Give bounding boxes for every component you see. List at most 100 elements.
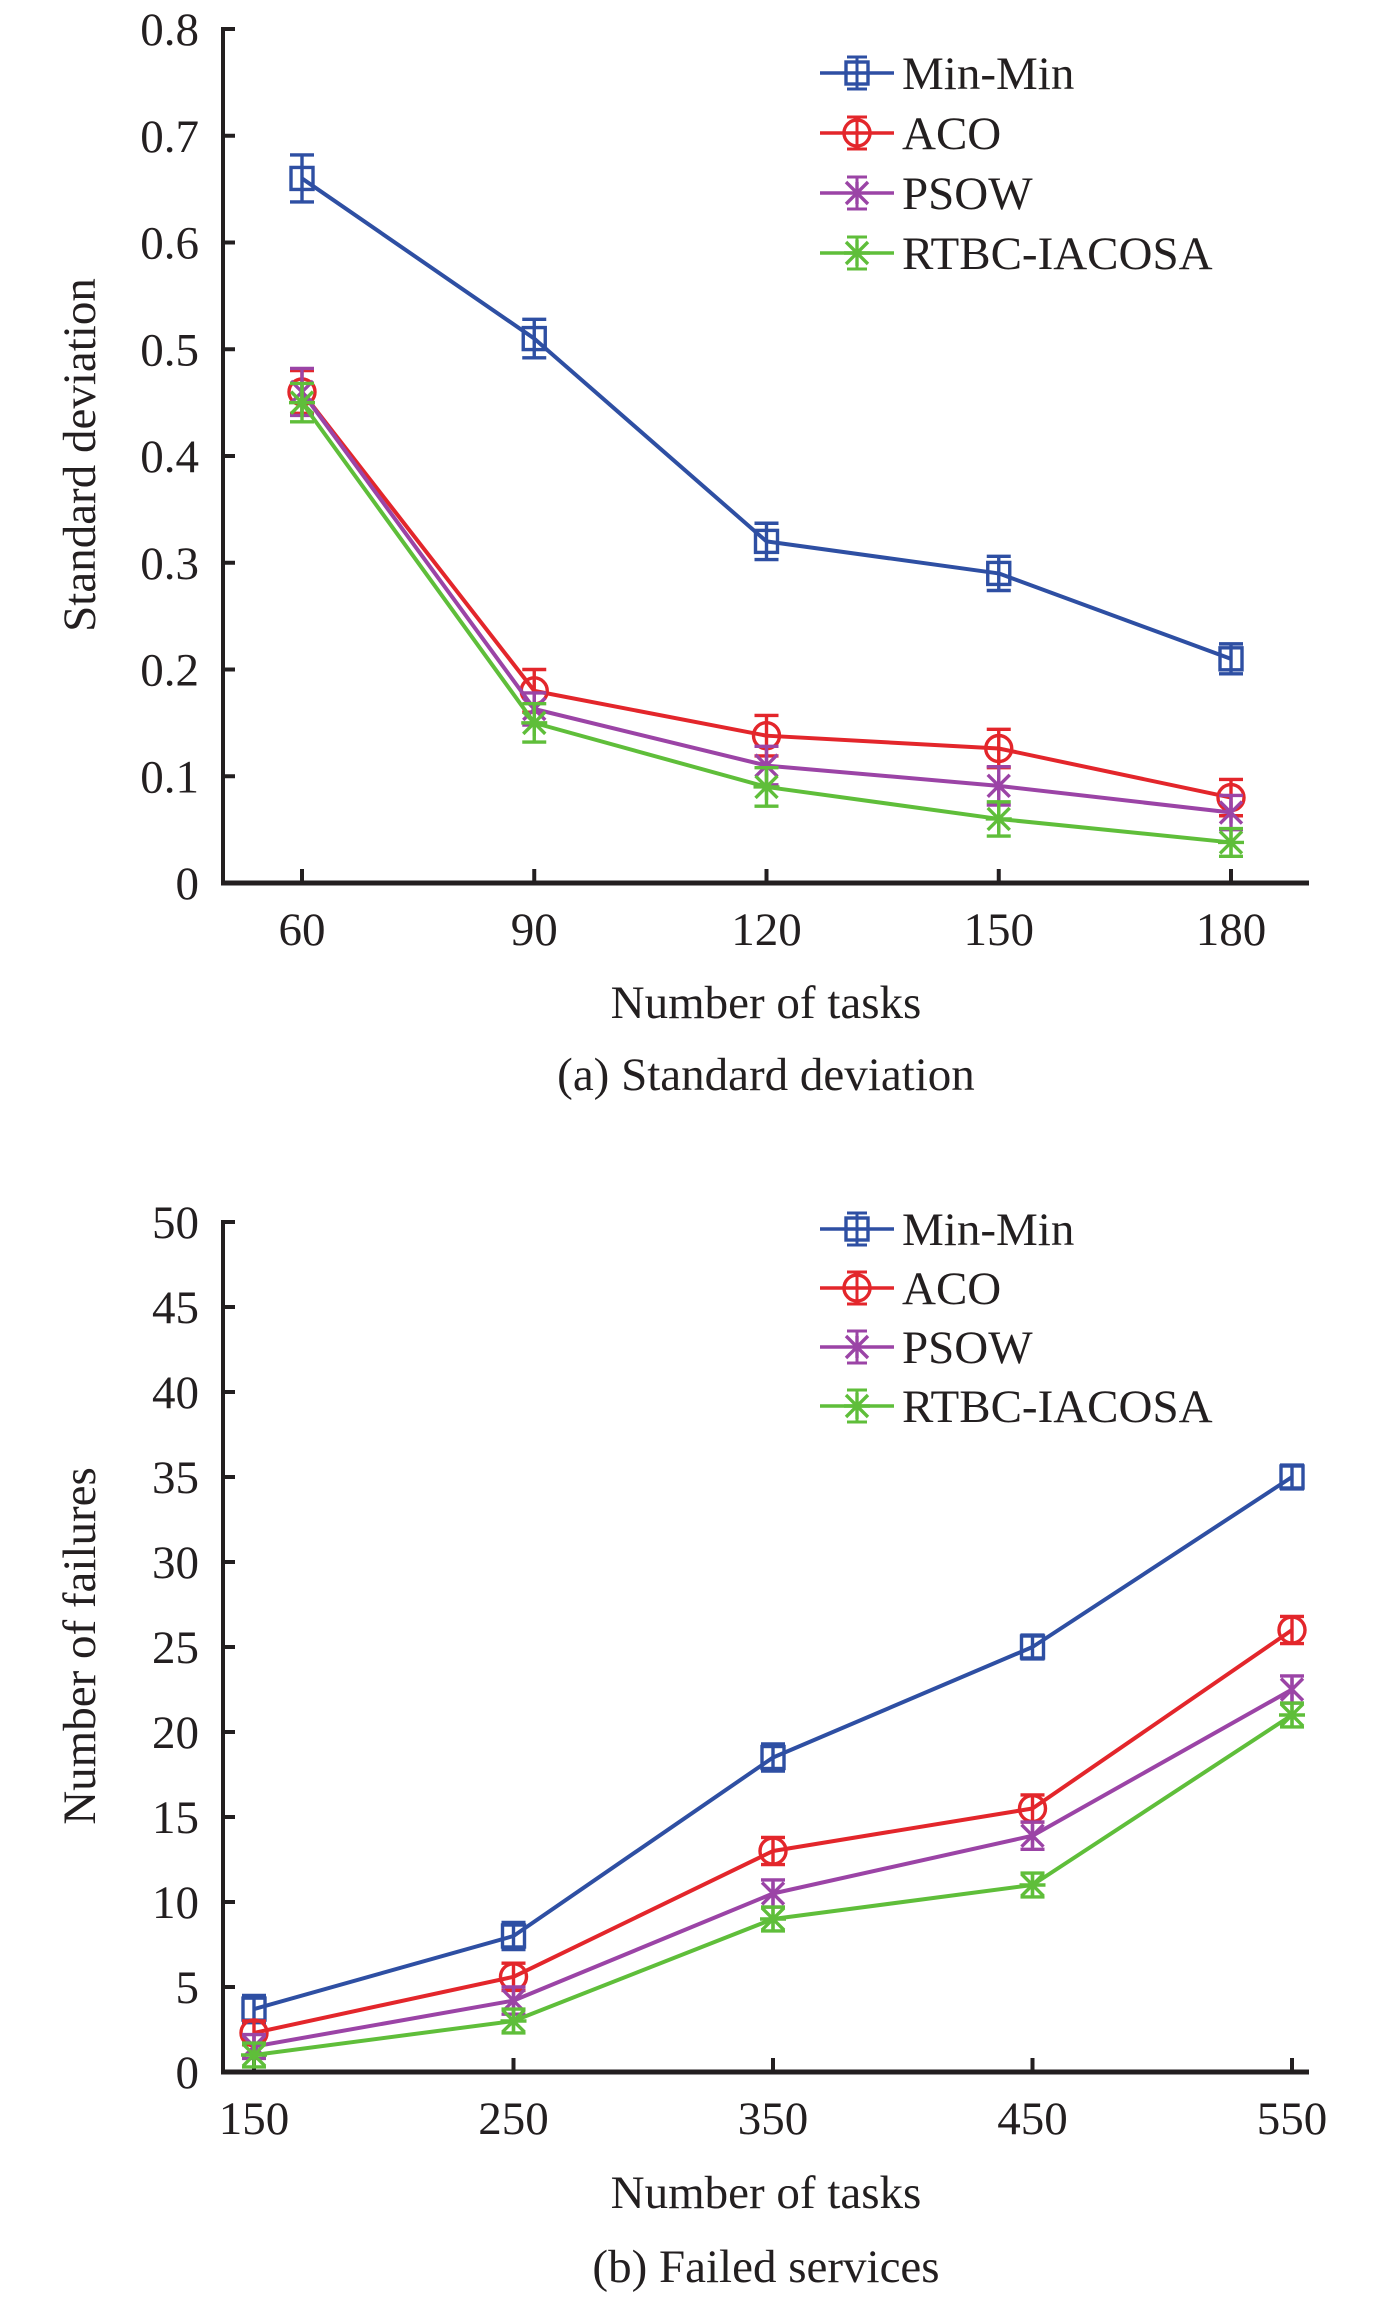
legend-label: Min-Min: [902, 1204, 1074, 1256]
data-point: [521, 325, 547, 352]
figure-caption: (b) Failed services: [592, 2241, 939, 2293]
series-rtbc-iacosa: [241, 1701, 1305, 2069]
data-point: [985, 805, 1012, 832]
data-point: [986, 773, 1011, 799]
legend-marker: [842, 1273, 872, 1303]
legend-label: ACO: [902, 1263, 1001, 1315]
y-tick-label: 10: [152, 1877, 199, 1929]
legend-marker: [844, 1393, 870, 1419]
data-point: [760, 1744, 786, 1771]
legend-label: RTBC-IACOSA: [902, 1381, 1213, 1433]
y-tick-label: 20: [152, 1707, 199, 1759]
y-tick-label: 5: [176, 1962, 200, 2014]
legend-label: Min-Min: [902, 48, 1074, 100]
data-point: [1279, 1702, 1305, 1728]
chart-failed-services: 0 5 10 15 20 25 30 35 40 45 50 150 250 350 450 550 Min-M…: [54, 1197, 1327, 2293]
data-point: [758, 1836, 788, 1866]
y-tick-label: 0: [176, 2047, 200, 2099]
data-point: [753, 773, 780, 800]
y-tick-label: 0.8: [140, 4, 199, 56]
y-tick-label: 25: [152, 1622, 199, 1674]
error-bar: [522, 317, 547, 360]
data-point: [1279, 1677, 1305, 1702]
legend-item: ACO: [820, 1263, 1001, 1315]
data-point: [1218, 829, 1244, 856]
data-point: [1218, 646, 1244, 672]
x-tick-label: 150: [219, 2093, 290, 2145]
legend-item: PSOW: [820, 1322, 1033, 1374]
plot-area: 0 5 10 15 20 25 30 35 40 45 50 150 250 350 450 550 Min-M…: [152, 1197, 1327, 2145]
y-tick-label: 35: [152, 1452, 199, 1504]
data-point: [521, 709, 548, 736]
data-point: [1020, 1823, 1045, 1848]
data-point: [500, 1923, 527, 1949]
axes: 0 5 10 15 20 25 30 35 40 45 50 150 250 350 450 550: [152, 1197, 1327, 2145]
legend-marker: [844, 1216, 870, 1242]
y-tick-label: 0.3: [140, 538, 199, 590]
legend-label: ACO: [902, 108, 1001, 160]
x-axis-title: Number of tasks: [611, 2167, 922, 2219]
x-tick-label: 350: [738, 2093, 809, 2145]
series-aco: [239, 1614, 1307, 2048]
legend-item: RTBC-IACOSA: [820, 1381, 1213, 1433]
y-tick-label: 0: [176, 858, 200, 910]
plot-area: 0 0.1 0.2 0.3 0.4 0.5 0.6 0.7 0.8 60 90 120 150 180 Mi…: [140, 4, 1309, 956]
figure-caption: (a) Standard deviation: [557, 1049, 975, 1101]
legend: Min-Min ACO PSOW RTBC-IACOSA: [820, 48, 1213, 280]
data-point: [1019, 1872, 1046, 1898]
x-axis-title: Number of tasks: [611, 977, 922, 1029]
series-rtbc-iacosa: [289, 381, 1244, 859]
error-bar: [1280, 1463, 1304, 1491]
legend-item: ACO: [820, 108, 1001, 160]
y-tick-label: 40: [152, 1367, 199, 1419]
x-tick-label: 180: [1196, 904, 1267, 956]
series-line: [253, 1628, 1294, 2035]
data-point: [760, 1881, 786, 1906]
legend-item: PSOW: [820, 168, 1033, 220]
data-point: [289, 389, 315, 416]
y-tick-label: 30: [152, 1537, 199, 1589]
y-tick-label: 45: [152, 1282, 199, 1334]
y-tick-label: 15: [152, 1792, 199, 1844]
data-point: [984, 733, 1014, 764]
x-tick-label: 550: [1257, 2093, 1328, 2145]
x-tick-label: 250: [478, 2093, 549, 2145]
legend-marker: [844, 180, 870, 206]
chart-standard-deviation: 0 0.1 0.2 0.3 0.4 0.5 0.6 0.7 0.8 60 90 120 150 180 Mi…: [54, 4, 1309, 1101]
legend-marker: [844, 240, 870, 266]
y-tick-label: 0.4: [140, 431, 199, 483]
x-tick-label: 450: [997, 2093, 1068, 2145]
data-point: [1277, 1615, 1307, 1645]
data-point: [760, 1906, 786, 1932]
legend-item: Min-Min: [820, 48, 1074, 100]
error-bar: [761, 1742, 785, 1773]
legend-item: Min-Min: [820, 1204, 1074, 1256]
y-axis-title: Standard deviation: [54, 278, 106, 632]
y-tick-label: 0.7: [140, 111, 199, 163]
series-min-min: [289, 153, 1244, 676]
y-tick-label: 0.1: [140, 751, 199, 803]
y-axis-title: Number of failures: [54, 1467, 106, 1825]
error-bar: [1020, 1633, 1045, 1661]
legend-marker: [844, 60, 870, 86]
data-point: [1218, 800, 1244, 825]
legend-label: RTBC-IACOSA: [902, 228, 1213, 280]
data-point: [986, 560, 1012, 587]
legend-label: PSOW: [902, 168, 1033, 220]
data-point: [241, 2042, 267, 2068]
axes: 0 0.1 0.2 0.3 0.4 0.5 0.6 0.7 0.8 60 90 120 150 180: [140, 4, 1309, 956]
y-tick-label: 0.6: [140, 218, 199, 270]
y-tick-label: 50: [152, 1197, 199, 1249]
legend: Min-Min ACO PSOW RTBC-IACOSA: [820, 1204, 1213, 1433]
legend-marker: [844, 1334, 870, 1360]
series-min-min: [241, 1463, 1305, 2025]
data-point: [753, 528, 780, 555]
x-tick-label: 150: [964, 904, 1035, 956]
data-point: [289, 165, 315, 192]
legend-item: RTBC-IACOSA: [820, 228, 1213, 280]
y-tick-label: 0.2: [140, 645, 199, 697]
legend-label: PSOW: [902, 1322, 1033, 1374]
data-point: [1019, 1634, 1046, 1660]
y-tick-label: 0.5: [140, 324, 199, 376]
